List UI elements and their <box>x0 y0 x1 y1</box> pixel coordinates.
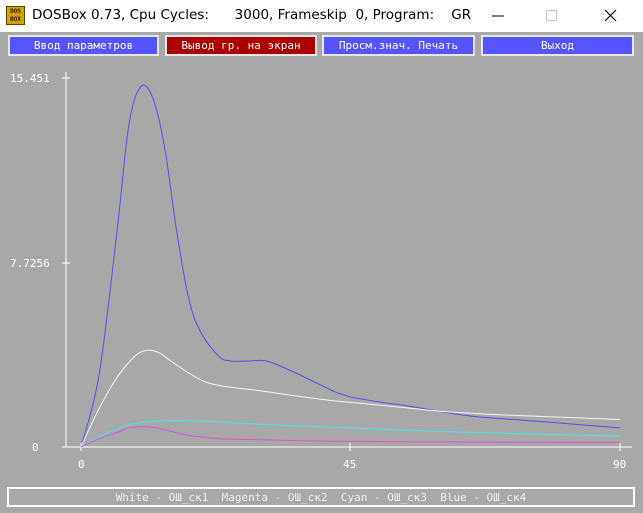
series-magenta <box>80 426 621 448</box>
series-blue <box>80 84 621 448</box>
x-tick-label-90: 90 <box>613 458 626 471</box>
x-tick-label-45: 45 <box>343 458 356 471</box>
series-white <box>80 349 621 448</box>
legend-bar: White - ОШ_ск1 Magenta - ОШ_ск2 Cyan - О… <box>7 487 635 507</box>
title-bar[interactable]: DOS BOX DOSBox 0.73, Cpu Cycles: 3000, F… <box>0 0 643 32</box>
dos-screen: Ввод параметров Вывод гр. на экран Просм… <box>0 32 643 513</box>
show-graph-button[interactable]: Вывод гр. на экран <box>165 35 317 56</box>
show-graph-label: Вывод гр. на экран <box>181 39 301 52</box>
close-button[interactable] <box>588 0 634 32</box>
close-icon <box>604 9 617 22</box>
input-parameters-button[interactable]: Ввод параметров <box>8 35 159 56</box>
y-tick-label-max: 15.451 <box>10 72 50 85</box>
minimize-icon <box>492 15 504 17</box>
window-title: DOSBox 0.73, Cpu Cycles: 3000, Frameskip… <box>32 7 472 23</box>
y-tick-label-mid: 7.7256 <box>10 257 50 270</box>
input-parameters-label: Ввод параметров <box>33 39 134 52</box>
maximize-button[interactable] <box>529 0 575 32</box>
dosbox-app-icon[interactable]: DOS BOX <box>6 6 25 25</box>
series-cyan <box>80 420 621 448</box>
view-values-print-label: Просм.знач. Печать <box>338 39 459 52</box>
x-tick-label-0: 0 <box>78 458 85 471</box>
y-tick-label-zero: 0 <box>32 441 39 454</box>
app-icon-label: DOS BOX <box>10 8 21 23</box>
graph-plot: 15.451 7.7256 0 0 45 90 <box>10 72 632 471</box>
series-layer <box>80 84 621 448</box>
legend-text: White - ОШ_ск1 Magenta - ОШ_ск2 Cyan - О… <box>115 490 527 504</box>
minimize-button[interactable] <box>475 0 521 32</box>
exit-label: Выход <box>540 39 575 52</box>
view-values-print-button[interactable]: Просм.знач. Печать <box>322 35 475 56</box>
maximize-icon <box>546 10 557 21</box>
exit-button[interactable]: Выход <box>481 35 634 56</box>
